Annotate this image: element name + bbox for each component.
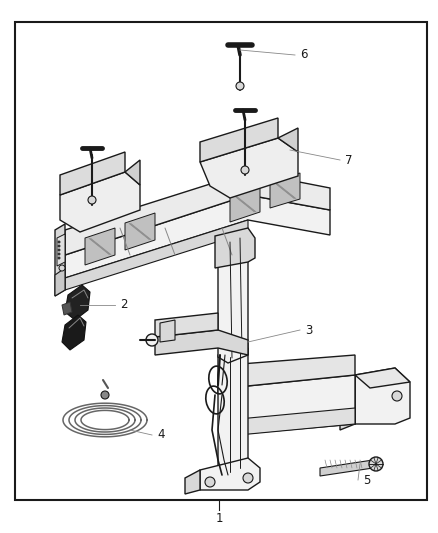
Text: 4: 4	[157, 429, 165, 441]
Polygon shape	[218, 232, 248, 363]
Polygon shape	[218, 348, 248, 476]
Polygon shape	[185, 470, 200, 494]
Polygon shape	[60, 172, 140, 232]
Polygon shape	[85, 228, 115, 265]
Text: 2: 2	[120, 298, 127, 311]
Polygon shape	[55, 268, 65, 296]
Polygon shape	[200, 458, 260, 490]
Circle shape	[205, 477, 215, 487]
Polygon shape	[155, 330, 248, 355]
Polygon shape	[228, 375, 355, 435]
Polygon shape	[218, 360, 228, 394]
Polygon shape	[228, 408, 355, 436]
Polygon shape	[55, 224, 65, 296]
Polygon shape	[320, 460, 373, 476]
Polygon shape	[155, 313, 218, 337]
Polygon shape	[355, 368, 410, 388]
Polygon shape	[65, 220, 248, 290]
Circle shape	[57, 253, 60, 255]
Circle shape	[88, 196, 96, 204]
Polygon shape	[230, 186, 260, 222]
Polygon shape	[215, 228, 255, 268]
Polygon shape	[340, 375, 355, 430]
Circle shape	[146, 334, 158, 346]
Polygon shape	[278, 128, 298, 152]
Circle shape	[59, 265, 65, 271]
Polygon shape	[62, 315, 86, 350]
Circle shape	[57, 248, 60, 252]
Circle shape	[392, 391, 402, 401]
Polygon shape	[62, 302, 72, 315]
Polygon shape	[65, 172, 330, 255]
Polygon shape	[125, 213, 155, 250]
Circle shape	[241, 166, 249, 174]
Circle shape	[369, 457, 383, 471]
Circle shape	[236, 82, 244, 90]
Text: 1: 1	[215, 512, 223, 524]
Polygon shape	[160, 320, 175, 342]
Circle shape	[243, 473, 253, 483]
Circle shape	[101, 391, 109, 399]
Polygon shape	[200, 118, 278, 162]
Polygon shape	[270, 173, 300, 208]
Circle shape	[57, 256, 60, 260]
Polygon shape	[65, 195, 330, 278]
FancyBboxPatch shape	[15, 22, 427, 500]
Polygon shape	[228, 355, 355, 388]
Circle shape	[57, 245, 60, 247]
Text: 6: 6	[300, 49, 307, 61]
Polygon shape	[65, 285, 90, 320]
Polygon shape	[57, 234, 65, 266]
Polygon shape	[60, 152, 125, 195]
Text: 5: 5	[363, 473, 371, 487]
Circle shape	[57, 240, 60, 244]
Text: 7: 7	[345, 154, 353, 166]
Polygon shape	[355, 368, 410, 424]
Polygon shape	[125, 160, 140, 185]
Polygon shape	[200, 138, 298, 198]
Text: 3: 3	[305, 324, 312, 336]
